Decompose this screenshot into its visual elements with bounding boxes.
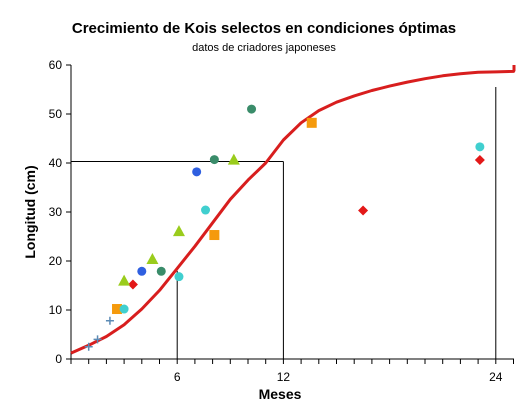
- y-tick-label: 0: [55, 352, 62, 366]
- growth-curve: [70, 64, 516, 355]
- chart-subtitle: datos de criadores japoneses: [192, 42, 336, 54]
- y-tick-label: 40: [49, 156, 63, 170]
- x-axis-label: Meses: [259, 386, 302, 402]
- chart-title: Crecimiento de Kois selectos en condicio…: [72, 20, 456, 37]
- y-tick-label: 50: [49, 107, 63, 121]
- x-tick-label: 6: [174, 370, 181, 384]
- data-point-circle: [475, 142, 485, 152]
- data-point-square: [306, 117, 317, 128]
- y-axis-label: Longitud (cm): [22, 165, 38, 258]
- data-point-square: [209, 230, 220, 241]
- data-point-plus: [84, 342, 93, 351]
- data-point-circle: [209, 155, 219, 165]
- data-point-circle: [192, 167, 202, 177]
- y-axis-ticks: 0 10 20 30 40 50 60: [49, 58, 71, 366]
- data-point-plus: [105, 316, 114, 325]
- data-point-circle: [119, 304, 129, 314]
- data-point-circle: [137, 266, 147, 276]
- data-point-circle: [156, 266, 166, 276]
- x-tick-label: 24: [489, 370, 503, 384]
- y-tick-label: 20: [49, 254, 63, 268]
- data-points-layer: [84, 104, 485, 351]
- data-point-square: [112, 304, 123, 315]
- y-tick-label: 60: [49, 58, 63, 72]
- data-point-triangle: [118, 274, 131, 286]
- data-point-diamond: [474, 155, 485, 166]
- data-point-diamond: [127, 279, 138, 290]
- reference-lines: [71, 87, 497, 359]
- data-point-triangle: [227, 153, 240, 165]
- growth-curve-layer: [70, 64, 516, 355]
- data-point-circle: [201, 205, 211, 215]
- y-tick-label: 30: [49, 205, 63, 219]
- data-point-circle: [247, 104, 257, 114]
- y-tick-label: 10: [49, 303, 63, 317]
- x-tick-label: 12: [277, 370, 291, 384]
- data-point-diamond: [358, 205, 369, 216]
- data-point-plus: [93, 335, 102, 344]
- data-point-circle: [174, 272, 184, 282]
- data-point-triangle: [172, 225, 185, 237]
- x-axis-ticks: 6 12 24: [70, 359, 514, 384]
- data-point-triangle: [146, 253, 159, 265]
